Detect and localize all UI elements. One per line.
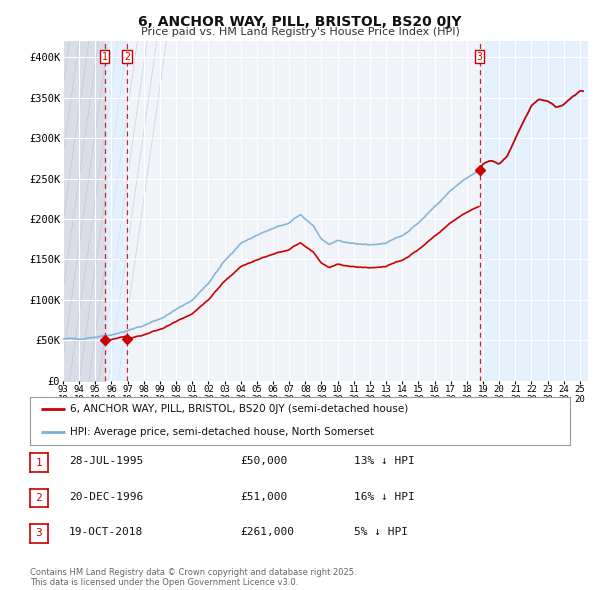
Text: 3: 3 xyxy=(35,529,43,538)
Text: £51,000: £51,000 xyxy=(240,492,287,502)
Text: £50,000: £50,000 xyxy=(240,457,287,466)
Text: 2: 2 xyxy=(124,51,130,61)
Text: 5% ↓ HPI: 5% ↓ HPI xyxy=(354,527,408,537)
Text: 19-OCT-2018: 19-OCT-2018 xyxy=(69,527,143,537)
Text: HPI: Average price, semi-detached house, North Somerset: HPI: Average price, semi-detached house,… xyxy=(71,427,374,437)
Text: 20-DEC-1996: 20-DEC-1996 xyxy=(69,492,143,502)
Text: 2: 2 xyxy=(35,493,43,503)
Text: Contains HM Land Registry data © Crown copyright and database right 2025.
This d: Contains HM Land Registry data © Crown c… xyxy=(30,568,356,587)
Text: 1: 1 xyxy=(35,458,43,467)
Text: 1: 1 xyxy=(101,51,107,61)
Text: Price paid vs. HM Land Registry's House Price Index (HPI): Price paid vs. HM Land Registry's House … xyxy=(140,27,460,37)
Text: 6, ANCHOR WAY, PILL, BRISTOL, BS20 0JY: 6, ANCHOR WAY, PILL, BRISTOL, BS20 0JY xyxy=(138,15,462,29)
Text: 16% ↓ HPI: 16% ↓ HPI xyxy=(354,492,415,502)
Text: 3: 3 xyxy=(477,51,482,61)
Bar xyxy=(104,41,127,381)
Text: 13% ↓ HPI: 13% ↓ HPI xyxy=(354,457,415,466)
Bar xyxy=(480,41,588,381)
Text: £261,000: £261,000 xyxy=(240,527,294,537)
Text: 6, ANCHOR WAY, PILL, BRISTOL, BS20 0JY (semi-detached house): 6, ANCHOR WAY, PILL, BRISTOL, BS20 0JY (… xyxy=(71,404,409,414)
Text: 28-JUL-1995: 28-JUL-1995 xyxy=(69,457,143,466)
